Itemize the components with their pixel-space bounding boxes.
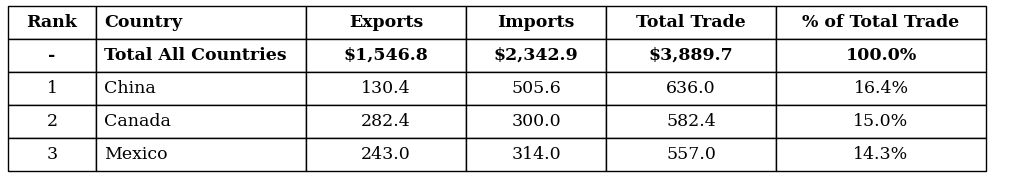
Text: -: - [48,47,55,64]
Bar [776,105,986,138]
Bar [606,39,776,72]
Bar [466,72,606,105]
Bar [8,138,96,171]
Bar [306,138,466,171]
Text: 314.0: 314.0 [511,146,561,163]
Text: $1,546.8: $1,546.8 [344,47,428,64]
Text: Rank: Rank [27,14,78,31]
Bar [8,39,96,72]
Text: 505.6: 505.6 [511,80,561,97]
Bar [306,39,466,72]
Bar [306,105,466,138]
Bar [776,72,986,105]
Text: China: China [104,80,156,97]
Text: Total Trade: Total Trade [636,14,745,31]
Text: 14.3%: 14.3% [853,146,908,163]
Text: 16.4%: 16.4% [853,80,908,97]
Text: 282.4: 282.4 [361,113,411,130]
Text: Canada: Canada [104,113,171,130]
Text: $3,889.7: $3,889.7 [648,47,733,64]
Text: 243.0: 243.0 [361,146,411,163]
Bar [96,6,306,39]
Bar [96,105,306,138]
Text: 582.4: 582.4 [667,113,716,130]
Text: Exports: Exports [349,14,423,31]
Bar [306,72,466,105]
Text: 100.0%: 100.0% [846,47,916,64]
Bar [306,6,466,39]
Text: 1: 1 [46,80,57,97]
Bar [606,138,776,171]
Bar [466,6,606,39]
Text: 3: 3 [46,146,57,163]
Bar [8,6,96,39]
Bar [96,138,306,171]
Text: % of Total Trade: % of Total Trade [803,14,959,31]
Bar [776,138,986,171]
Bar [606,6,776,39]
Text: 2: 2 [46,113,57,130]
Bar [96,72,306,105]
Text: 557.0: 557.0 [666,146,716,163]
Text: 130.4: 130.4 [361,80,411,97]
Bar [606,72,776,105]
Text: 300.0: 300.0 [511,113,561,130]
Text: Total All Countries: Total All Countries [104,47,287,64]
Bar [466,39,606,72]
Text: $2,342.9: $2,342.9 [494,47,579,64]
Text: 636.0: 636.0 [667,80,716,97]
Bar [776,6,986,39]
Bar [466,105,606,138]
Bar [96,39,306,72]
Bar [606,105,776,138]
Text: Imports: Imports [498,14,574,31]
Bar [776,39,986,72]
Text: 15.0%: 15.0% [853,113,908,130]
Text: Country: Country [104,14,182,31]
Text: Mexico: Mexico [104,146,168,163]
Bar [466,138,606,171]
Bar [8,72,96,105]
Bar [8,105,96,138]
